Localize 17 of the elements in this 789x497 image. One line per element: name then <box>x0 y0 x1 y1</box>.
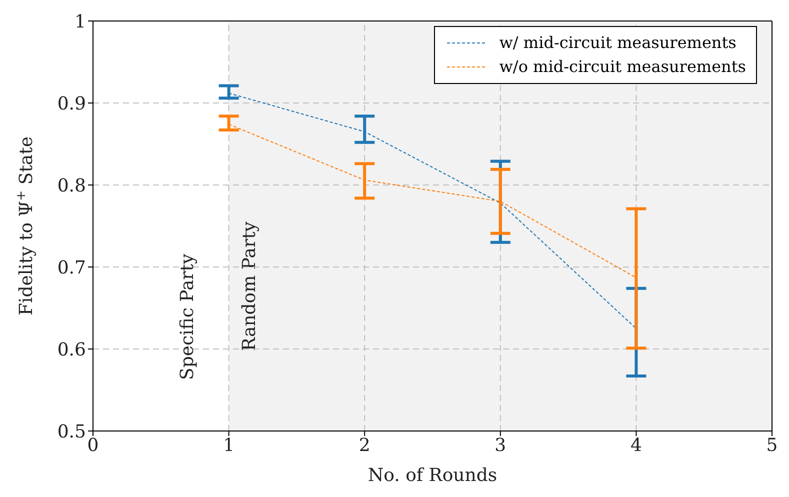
x-axis-title: No. of Rounds <box>368 465 498 486</box>
band-label: Random Party <box>238 220 260 351</box>
x-tick-label: 3 <box>494 434 506 456</box>
legend-label: w/o mid-circuit measurements <box>499 56 746 78</box>
y-tick-label: 0.6 <box>57 339 86 360</box>
y-tick-label: 1 <box>74 11 86 32</box>
x-tick-label: 0 <box>87 434 99 456</box>
y-tick-label: 0.8 <box>57 175 86 196</box>
x-tick-label: 4 <box>630 434 642 456</box>
x-tick-label: 5 <box>766 434 778 456</box>
annotation: Specific Party <box>177 254 198 380</box>
x-tick-label: 2 <box>358 434 370 456</box>
y-tick-label: 0.5 <box>57 421 86 442</box>
y-tick-label: 0.9 <box>57 93 86 114</box>
legend-label: w/ mid-circuit measurements <box>499 32 736 54</box>
y-tick-label: 0.7 <box>57 257 86 278</box>
x-tick-label: 1 <box>223 434 235 456</box>
